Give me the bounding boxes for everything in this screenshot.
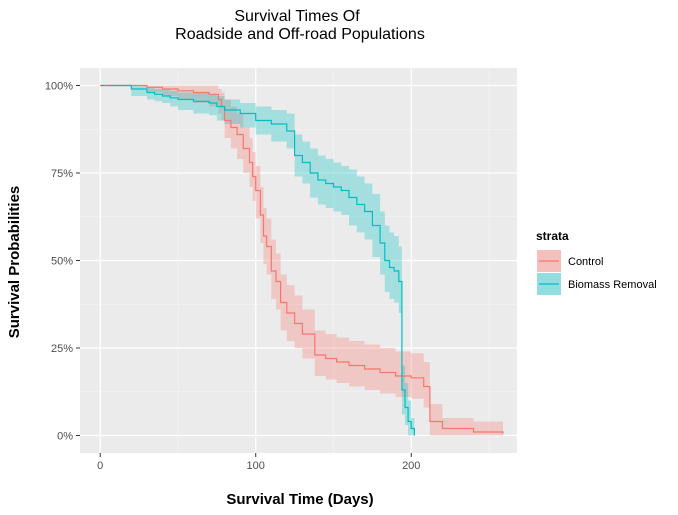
y-axis-title: Survival Probabilities: [6, 186, 23, 339]
legend-label-biomass-removal: Biomass Removal: [568, 279, 657, 291]
y-tick-label: 0%: [57, 431, 73, 443]
y-tick-label: 50%: [51, 256, 73, 268]
survival-curves: [100, 84, 504, 436]
y-tick-label: 75%: [51, 168, 73, 180]
legend: strata Control Biomass Removal: [536, 229, 657, 295]
x-axis-title: Survival Time (Days): [226, 491, 373, 508]
chart-title-line-1: Survival Times Of: [234, 8, 360, 25]
legend-title: strata: [536, 229, 569, 243]
survival-curve-control: [100, 84, 504, 434]
legend-item-control: Control: [537, 250, 603, 272]
confidence-bands: [100, 85, 503, 436]
y-axis: 0% 25% 50% 75% 100%: [45, 81, 80, 443]
legend-item-biomass-removal: Biomass Removal: [537, 273, 657, 295]
x-tick-label: 200: [402, 460, 420, 472]
x-tick-label: 100: [247, 460, 265, 472]
y-tick-label: 100%: [45, 81, 73, 93]
legend-label-control: Control: [568, 256, 603, 268]
chart-title-line-2: Roadside and Off-road Populations: [175, 26, 425, 43]
x-tick-label: 0: [97, 460, 103, 472]
y-tick-label: 25%: [51, 343, 73, 355]
grid-lines: [80, 68, 517, 453]
confidence-band-biomass-removal: [100, 85, 415, 436]
survival-curve-biomass-removal: [100, 84, 415, 436]
x-axis: 0 100 200: [97, 453, 420, 472]
